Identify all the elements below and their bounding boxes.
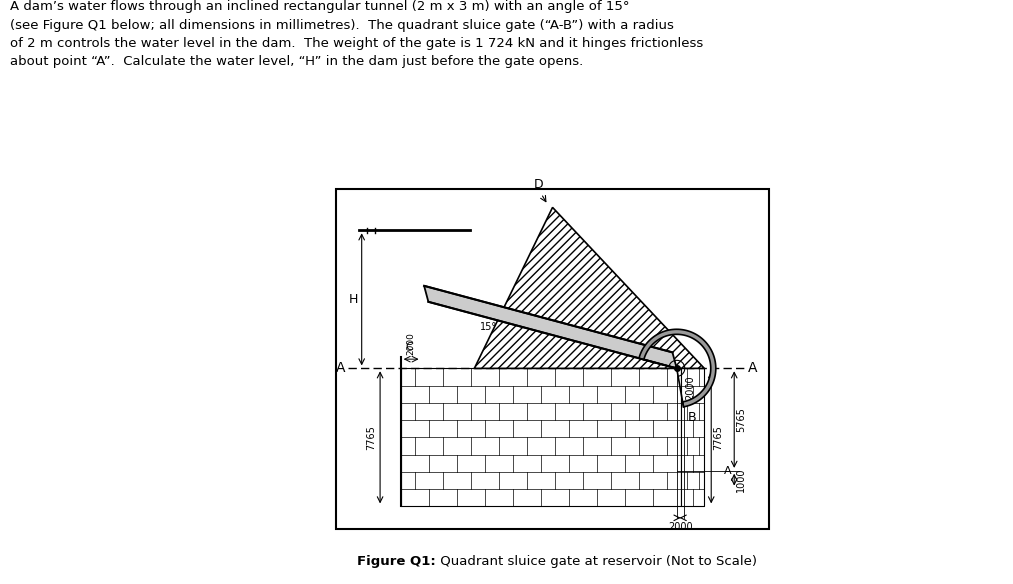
Text: 30000: 30000 bbox=[554, 325, 588, 343]
Text: A: A bbox=[748, 361, 758, 376]
Text: 5765: 5765 bbox=[736, 407, 746, 432]
Text: 7765: 7765 bbox=[713, 425, 723, 450]
Polygon shape bbox=[639, 329, 716, 407]
Text: B: B bbox=[688, 412, 697, 425]
Text: 2000: 2000 bbox=[406, 333, 415, 356]
Text: 1000: 1000 bbox=[736, 467, 746, 492]
Bar bbox=[682, 369, 704, 506]
Polygon shape bbox=[424, 286, 677, 369]
Text: 15°: 15° bbox=[479, 322, 496, 332]
Polygon shape bbox=[474, 207, 704, 369]
Text: C: C bbox=[405, 342, 413, 352]
Text: 2000: 2000 bbox=[668, 522, 693, 531]
Text: 7765: 7765 bbox=[367, 425, 377, 450]
Text: A dam’s water flows through an inclined rectangular tunnel (2 m x 3 m) with an a: A dam’s water flows through an inclined … bbox=[10, 0, 703, 68]
Bar bbox=[401, 369, 682, 506]
Text: 2000: 2000 bbox=[685, 376, 695, 400]
Text: A: A bbox=[336, 361, 345, 376]
Text: D: D bbox=[534, 178, 544, 192]
Text: H: H bbox=[348, 293, 358, 306]
Text: Figure Q1:: Figure Q1: bbox=[357, 555, 436, 568]
Text: A: A bbox=[724, 466, 732, 476]
Text: Quadrant sluice gate at reservoir (Not to Scale): Quadrant sluice gate at reservoir (Not t… bbox=[436, 555, 757, 568]
